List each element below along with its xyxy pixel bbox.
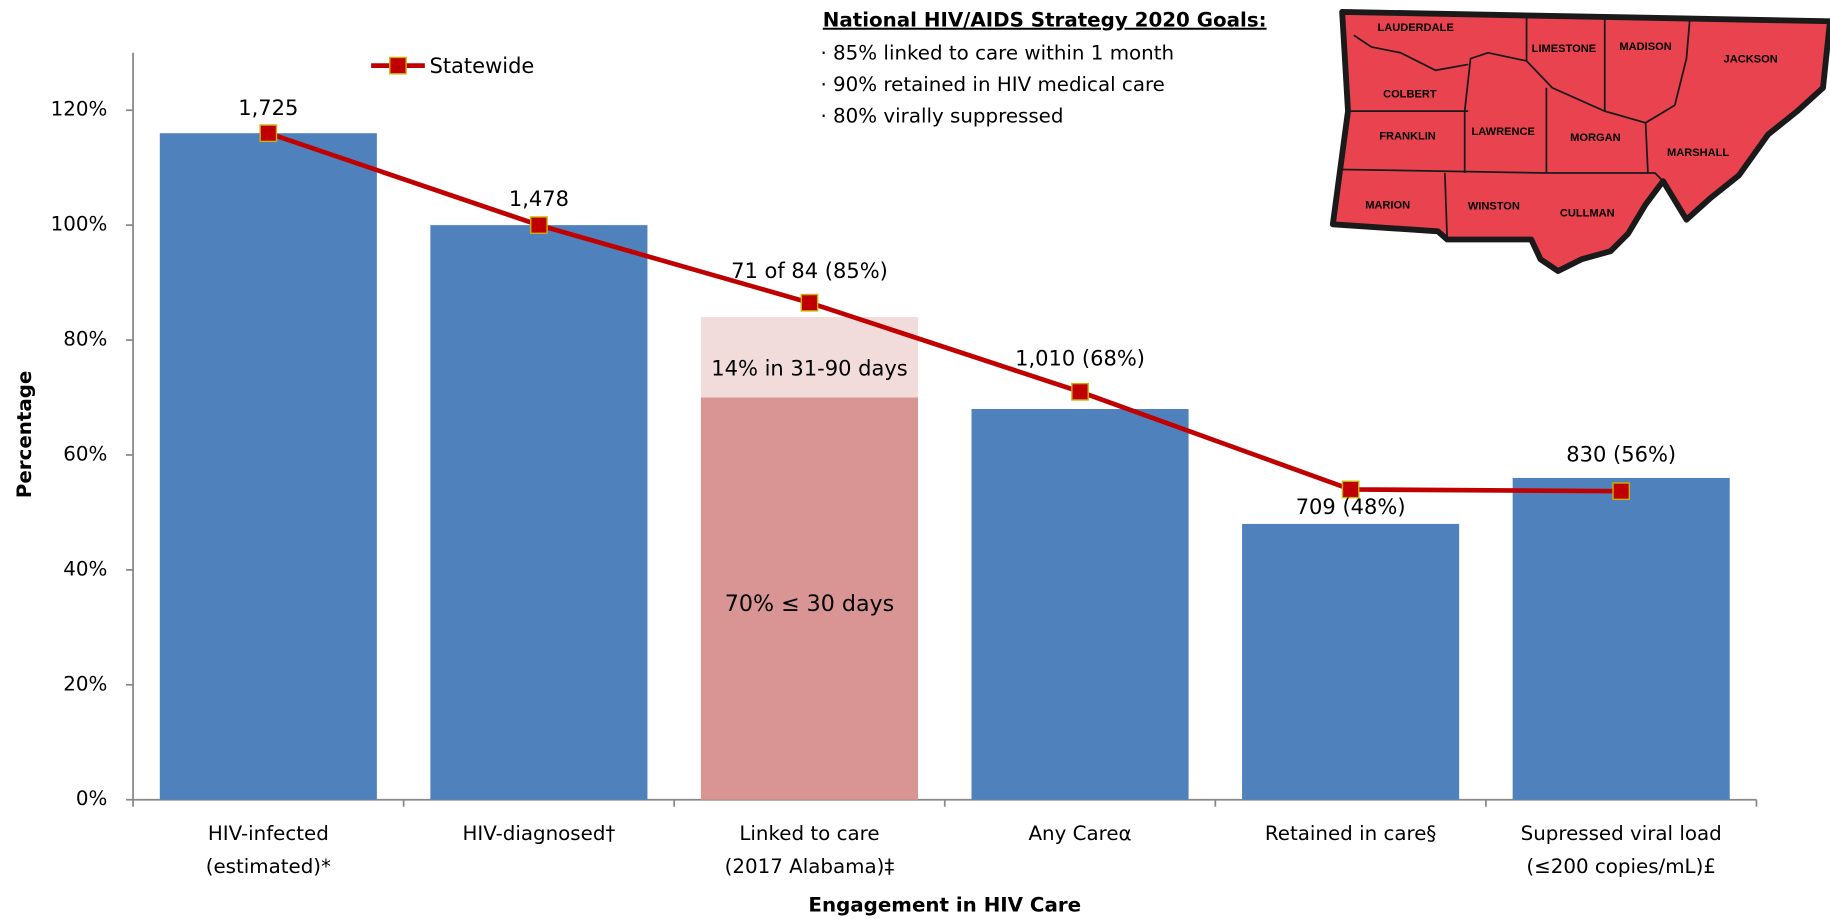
- bar: [700, 397, 919, 800]
- goals-item: · 80% virally suppressed: [820, 104, 1063, 127]
- legend-marker: [389, 56, 407, 75]
- x-tick-label: (estimated)*: [206, 855, 331, 878]
- county-label: MORGAN: [1570, 132, 1620, 144]
- bar: [971, 409, 1189, 800]
- county-label: LIMESTONE: [1532, 43, 1596, 55]
- bar-annotation: 709 (48%): [1296, 495, 1406, 519]
- county-label: LAWRENCE: [1472, 126, 1535, 138]
- y-tick-label: 100%: [51, 213, 108, 236]
- x-tick-label: Supressed viral load: [1521, 822, 1722, 845]
- map: LAUDERDALE LIMESTONE MADISON JACKSON COLBERT…: [1329, 9, 1830, 274]
- y-tick-label: 120%: [51, 98, 108, 121]
- y-tick-label: 60%: [63, 442, 107, 465]
- segment-label: 70% ≤ 30 days: [725, 591, 894, 617]
- y-tick-label: 40%: [63, 557, 107, 580]
- bar-annotation: 1,478: [509, 187, 569, 211]
- bar: [430, 225, 648, 800]
- legend-label: Statewide: [429, 54, 534, 78]
- county-label: MARION: [1365, 200, 1410, 212]
- bar: [700, 317, 919, 398]
- x-tick-label: (2017 Alabama)‡: [725, 855, 895, 878]
- line-marker: [1071, 382, 1089, 401]
- county-label: MARSHALL: [1667, 147, 1729, 159]
- y-tick-label: 0%: [76, 787, 107, 810]
- x-tick-label: (≤200 copies/mL)£: [1526, 855, 1716, 878]
- county-label: FRANKLIN: [1379, 131, 1436, 143]
- y-tick-label: 20%: [63, 672, 107, 695]
- map-shape: [1329, 9, 1830, 274]
- line-marker: [259, 124, 278, 143]
- goals-title: National HIV/AIDS Strategy 2020 Goals:: [823, 9, 1267, 32]
- segment-label: 14% in 31-90 days: [711, 357, 907, 381]
- county-label: CULLMAN: [1560, 208, 1615, 220]
- bar-annotation: 830 (56%): [1566, 442, 1676, 466]
- y-axis-title: Percentage: [13, 371, 36, 499]
- county-label: JACKSON: [1724, 54, 1778, 66]
- goals-item: · 85% linked to care within 1 month: [820, 41, 1174, 64]
- line-marker: [530, 216, 548, 235]
- x-tick-label: Retained in care§: [1265, 822, 1436, 845]
- x-tick-label: HIV-diagnosed†: [462, 822, 615, 845]
- bar: [159, 133, 377, 800]
- line-marker: [1612, 482, 1631, 501]
- bar-annotation: 1,010 (68%): [1015, 347, 1145, 371]
- county-label: WINSTON: [1468, 201, 1520, 213]
- x-tick-label: Any Careα: [1028, 822, 1131, 845]
- y-tick-label: 80%: [63, 328, 107, 351]
- county-label: COLBERT: [1383, 89, 1437, 101]
- county-label: LAUDERDALE: [1378, 22, 1454, 34]
- line-marker: [1341, 480, 1360, 499]
- county-label: MADISON: [1619, 41, 1671, 53]
- line-marker: [800, 293, 819, 312]
- x-axis-title: Engagement in HIV Care: [808, 893, 1081, 916]
- bar-annotation: 71 of 84 (85%): [731, 259, 888, 283]
- x-tick-label: HIV-infected: [208, 822, 329, 845]
- county-borders: [1342, 14, 1691, 240]
- line-series: [267, 130, 1622, 494]
- bar: [1242, 523, 1460, 800]
- bar: [1512, 477, 1730, 800]
- goals-item: · 90% retained in HIV medical care: [820, 73, 1164, 96]
- bar-annotation: 1,725: [238, 96, 298, 120]
- x-tick-label: Linked to care: [739, 822, 879, 845]
